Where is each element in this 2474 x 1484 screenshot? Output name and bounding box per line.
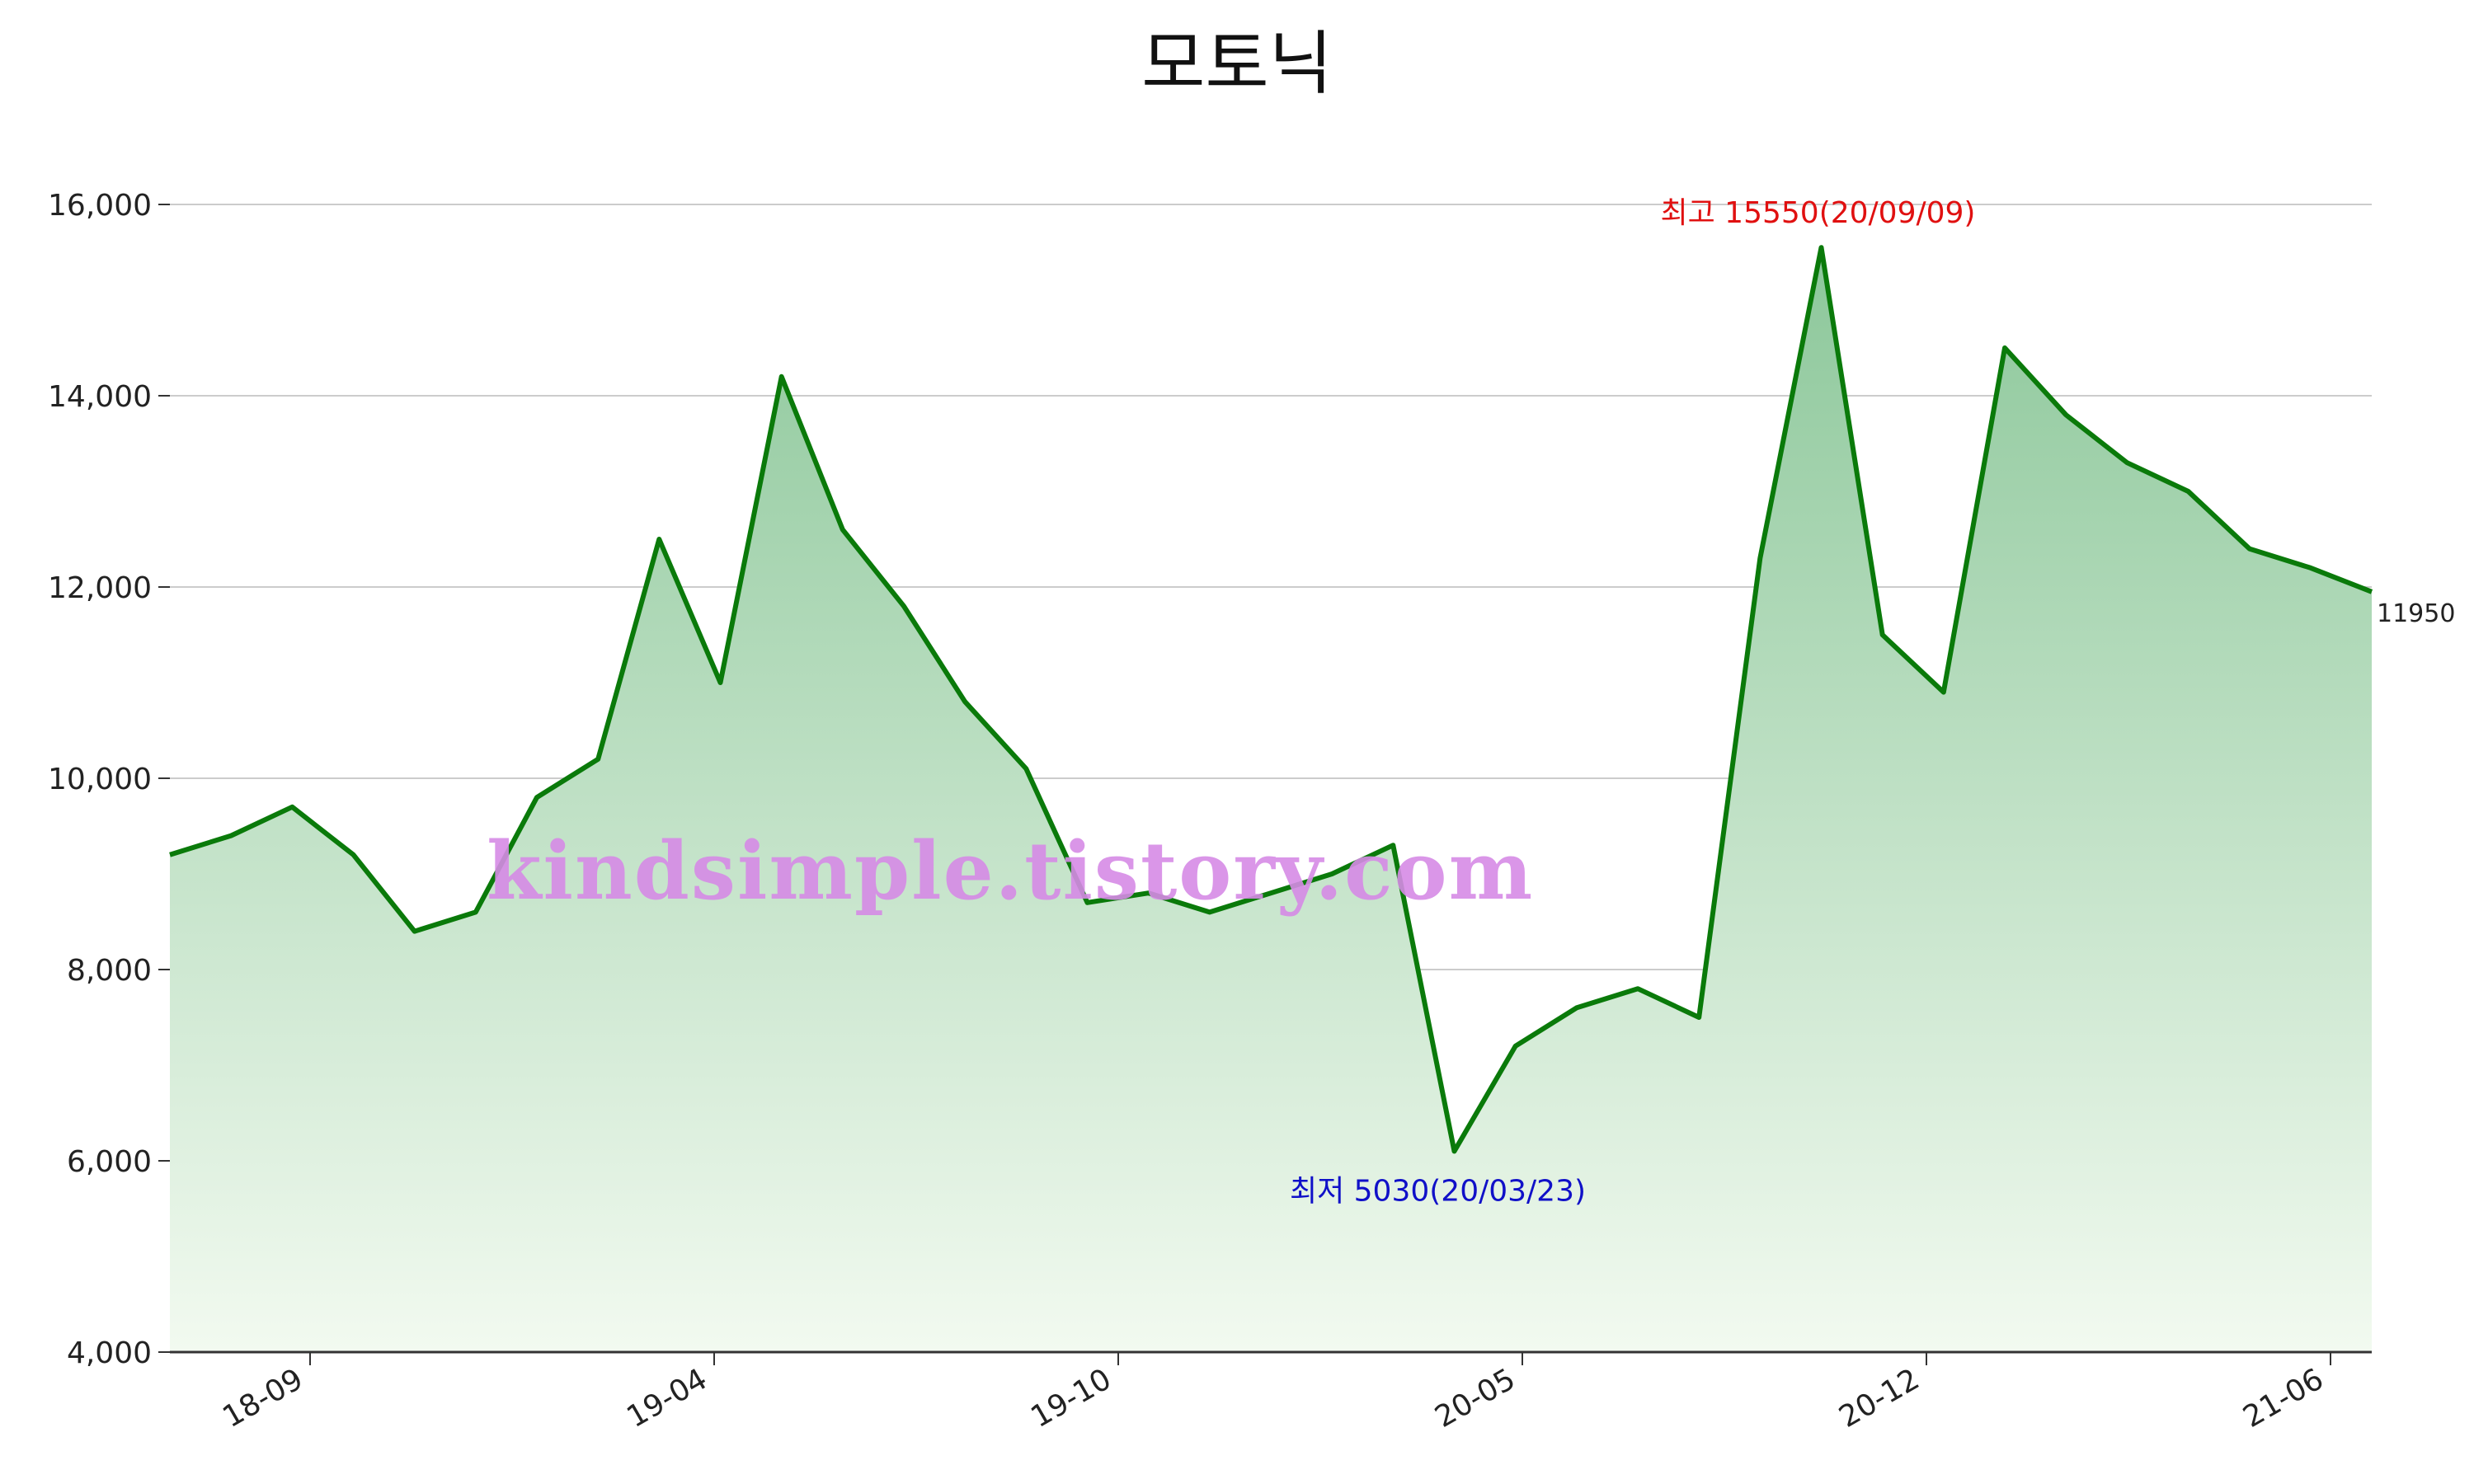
high-annotation: 최고 15550(20/09/09) [1661, 196, 1976, 230]
price-area [170, 247, 2372, 1353]
x-tick-label: 19-10 [1025, 1362, 1117, 1435]
y-tick-label: 4,000 [67, 1336, 152, 1370]
y-tick-label: 8,000 [67, 954, 152, 988]
x-tick-label: 19-04 [621, 1362, 713, 1435]
y-tick-label: 10,000 [48, 763, 152, 796]
y-tick-label: 16,000 [48, 189, 152, 223]
price-area-fill [170, 247, 2372, 1353]
x-tick-label: 21-06 [2237, 1362, 2329, 1435]
low-annotation: 최저 5030(20/03/23) [1290, 1174, 1586, 1208]
x-tick-label: 20-12 [1833, 1362, 1925, 1435]
x-tick-label: 20-05 [1429, 1362, 1521, 1435]
y-tick-label: 6,000 [67, 1145, 152, 1179]
chart-title: 모토닉 [1141, 23, 1333, 104]
y-tick-label: 12,000 [48, 571, 152, 605]
last-value-label: 11950 [2377, 599, 2455, 628]
price-line-group [169, 245, 2373, 1154]
annotations: 최고 15550(20/09/09) 최저 5030(20/03/23) 11950 [1290, 196, 2455, 1208]
watermark-text: kindsimple.tistory.com [487, 824, 1535, 918]
y-tick-label: 14,000 [48, 380, 152, 414]
x-tick-label: 18-09 [217, 1362, 308, 1435]
